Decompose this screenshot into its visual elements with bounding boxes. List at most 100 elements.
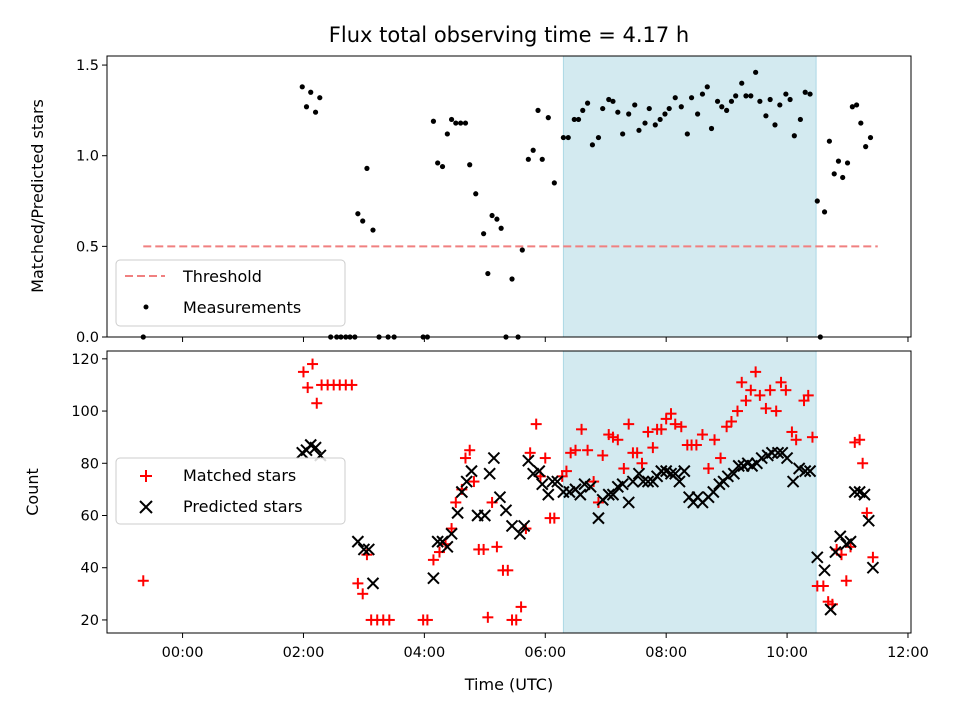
matched-star-point bbox=[775, 376, 787, 388]
matched-star-point bbox=[421, 614, 433, 626]
matched-star-point bbox=[464, 444, 476, 456]
predicted-star-point bbox=[357, 543, 371, 556]
matched-star-point bbox=[607, 431, 619, 443]
matched-star-point bbox=[311, 397, 323, 409]
matched-star-point bbox=[660, 413, 672, 425]
measurement-point bbox=[525, 156, 531, 162]
matched-star-point bbox=[357, 588, 369, 600]
measurement-point bbox=[539, 156, 545, 162]
predicted-star-point bbox=[811, 551, 824, 564]
predicted-star-point bbox=[362, 543, 375, 556]
measurement-point bbox=[826, 138, 832, 144]
predicted-star-point bbox=[460, 475, 473, 488]
measurement-point bbox=[853, 102, 860, 108]
measurement-point bbox=[724, 107, 730, 113]
matched-star-point bbox=[618, 463, 630, 474]
matched-star-point bbox=[450, 496, 462, 508]
matched-star-point bbox=[352, 577, 364, 589]
matched-star-point bbox=[647, 442, 659, 454]
predicted-star-point bbox=[592, 511, 605, 525]
measurement-point bbox=[317, 95, 323, 101]
predicted-star-point bbox=[487, 451, 501, 465]
measurement-point bbox=[485, 270, 491, 277]
measurement-point bbox=[821, 209, 828, 215]
x-tick-label: 04:00 bbox=[403, 645, 445, 661]
predicted-star-point bbox=[771, 446, 785, 460]
matched-star-point bbox=[530, 418, 542, 430]
bottom-y-tick-label: 20 bbox=[81, 613, 99, 629]
measurement-point bbox=[632, 102, 638, 108]
measurement-point bbox=[595, 134, 602, 141]
observing-interval-shade bbox=[562, 350, 817, 634]
predicted-star-point bbox=[427, 571, 440, 585]
predicted-star-point bbox=[542, 488, 555, 501]
bottom-x-axis-ticks: 00:00 02:00 04:00 06:00 08:00 10:00 12:00 bbox=[162, 633, 929, 661]
bottom-legend: Matched stars Predicted stars bbox=[115, 457, 346, 525]
matched-star-point bbox=[754, 389, 766, 401]
bottom-y-tick-label: 40 bbox=[81, 561, 99, 577]
measurement-point bbox=[462, 120, 469, 126]
predicted-star-point bbox=[862, 514, 875, 527]
predicted-star-point bbox=[493, 491, 507, 504]
matched-star-point bbox=[745, 384, 757, 396]
measurement-point bbox=[364, 165, 370, 171]
measurement-point bbox=[620, 131, 626, 137]
measurement-point bbox=[481, 231, 487, 237]
measurement-point bbox=[519, 247, 525, 253]
predicted-star-point bbox=[641, 475, 655, 488]
predicted-star-point bbox=[445, 527, 458, 540]
predicted-star-point bbox=[799, 464, 812, 478]
predicted-star-point bbox=[478, 509, 492, 522]
measurement-point bbox=[708, 125, 715, 132]
top-legend-box bbox=[115, 259, 346, 327]
matched-star-point bbox=[383, 614, 395, 626]
measurement-point bbox=[652, 122, 658, 128]
measurement-point bbox=[308, 89, 314, 95]
matched-star-point bbox=[539, 452, 551, 464]
bottom-y-axis-label: Count bbox=[23, 468, 42, 516]
top-y-tick-label: 1.5 bbox=[76, 58, 99, 74]
predicted-star-point bbox=[517, 519, 531, 533]
predicted-star-point bbox=[499, 504, 513, 517]
matched-star-point bbox=[427, 554, 439, 566]
predicted-star-point bbox=[351, 535, 365, 548]
measurement-point bbox=[551, 180, 557, 186]
predicted-star-point bbox=[707, 485, 720, 499]
matched-stars-legend-swatch bbox=[140, 470, 152, 482]
measurement-point bbox=[757, 98, 763, 104]
matched-star-point bbox=[669, 418, 681, 430]
predicted-star-point bbox=[606, 488, 620, 501]
measurement-point bbox=[657, 116, 663, 123]
x-tick-label: 02:00 bbox=[283, 645, 325, 661]
measurement-point bbox=[714, 98, 721, 104]
matched-star-point bbox=[515, 601, 527, 613]
matched-star-point bbox=[840, 575, 852, 587]
predicted-star-point bbox=[441, 540, 454, 554]
matched-star-point bbox=[548, 512, 560, 524]
predicted-star-point bbox=[455, 485, 469, 499]
x-tick-label: 08:00 bbox=[645, 645, 687, 661]
predicted-star-point bbox=[669, 467, 682, 480]
matched-star-point bbox=[786, 426, 798, 438]
measurement-point bbox=[430, 118, 437, 124]
measurement-point bbox=[835, 158, 842, 164]
predicted-star-point bbox=[536, 477, 549, 491]
measurement-point bbox=[535, 107, 541, 113]
measurement-point bbox=[666, 105, 672, 112]
matched-star-point bbox=[845, 541, 857, 553]
matched-star-point bbox=[696, 429, 708, 441]
measurement-point bbox=[545, 115, 551, 121]
matched-star-point bbox=[565, 447, 577, 459]
predicted-star-point bbox=[866, 561, 880, 574]
measurement-point bbox=[439, 163, 446, 170]
measurement-point bbox=[530, 147, 536, 153]
measurement-point bbox=[444, 131, 450, 137]
matched-star-point bbox=[642, 426, 654, 438]
matched-star-point bbox=[302, 382, 314, 394]
measurement-point bbox=[743, 93, 749, 99]
matched-star-point bbox=[849, 436, 861, 448]
bottom-axes-frame bbox=[106, 350, 912, 634]
measurement-point bbox=[797, 116, 803, 123]
measurement-point bbox=[684, 131, 690, 137]
predicted-star-point bbox=[465, 464, 478, 478]
